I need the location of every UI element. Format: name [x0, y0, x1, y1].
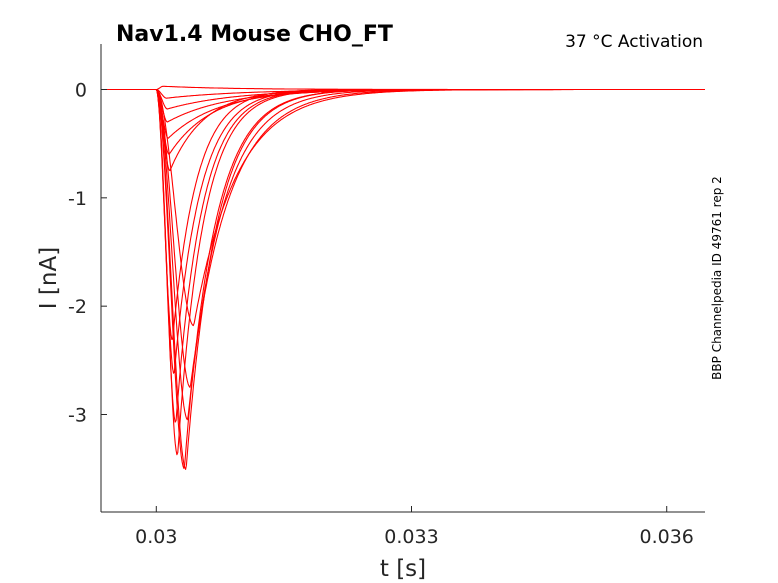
current-trace: [101, 88, 705, 423]
current-trace: [101, 88, 705, 469]
x-tick-label: 0.03: [135, 526, 177, 548]
plot-area: 0.03 0.033 0.036 0 -1 -2 -3: [68, 44, 705, 548]
x-axis-label: t [s]: [380, 556, 426, 582]
y-axis-label: I [nA]: [36, 247, 62, 309]
chart-subtitle: 37 °C Activation: [565, 32, 703, 52]
y-tick-label: -3: [68, 405, 87, 427]
x-ticks: 0.03 0.033 0.036: [135, 506, 694, 548]
current-trace: [101, 88, 705, 139]
current-trace: [101, 88, 705, 421]
x-tick-label: 0.033: [384, 526, 438, 548]
chart-title: Nav1.4 Mouse CHO_FT: [116, 22, 393, 47]
current-trace: [101, 88, 705, 155]
side-label: BBP Channelpedia ID 49761 rep 2: [710, 176, 724, 380]
y-tick-label: -2: [68, 296, 87, 318]
current-trace: [101, 88, 705, 172]
current-trace: [101, 88, 705, 123]
current-trace: [101, 88, 705, 110]
x-tick-label: 0.036: [640, 526, 694, 548]
y-tick-label: -1: [68, 188, 87, 210]
y-tick-label: 0: [75, 80, 87, 102]
current-trace: [101, 88, 705, 327]
current-trace: [101, 88, 705, 388]
current-trace: [101, 88, 705, 470]
current-traces: [101, 85, 705, 470]
y-ticks: 0 -1 -2 -3: [68, 80, 107, 427]
